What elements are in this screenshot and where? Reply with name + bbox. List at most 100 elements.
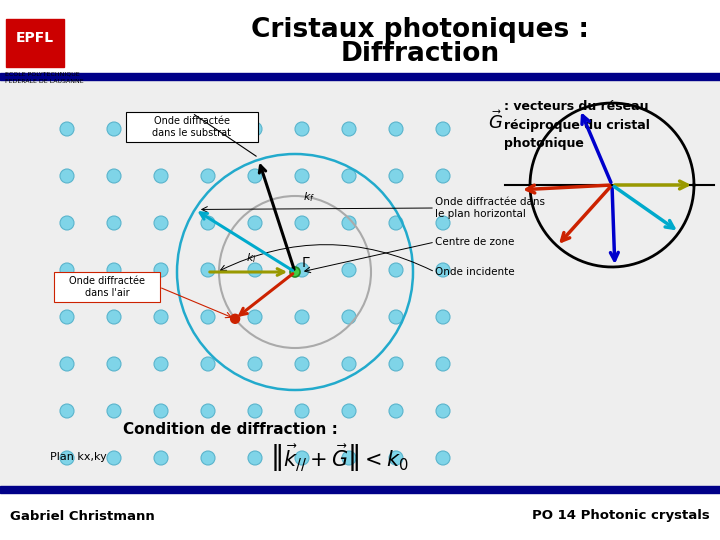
Circle shape (60, 169, 74, 183)
Circle shape (60, 357, 74, 371)
Circle shape (107, 216, 121, 230)
Circle shape (389, 263, 403, 277)
Circle shape (60, 404, 74, 418)
Circle shape (342, 263, 356, 277)
Circle shape (342, 169, 356, 183)
Text: Γ: Γ (302, 256, 310, 270)
Circle shape (248, 357, 262, 371)
Circle shape (154, 404, 168, 418)
Circle shape (60, 216, 74, 230)
Circle shape (389, 122, 403, 136)
Text: $k_i$: $k_i$ (246, 251, 256, 265)
Text: Cristaux photoniques :: Cristaux photoniques : (251, 17, 589, 43)
Circle shape (154, 122, 168, 136)
Circle shape (342, 357, 356, 371)
Circle shape (295, 451, 309, 465)
Circle shape (389, 404, 403, 418)
Circle shape (342, 310, 356, 324)
Circle shape (154, 310, 168, 324)
Circle shape (230, 314, 240, 323)
Circle shape (389, 169, 403, 183)
Circle shape (107, 122, 121, 136)
Circle shape (295, 263, 309, 277)
Circle shape (201, 169, 215, 183)
Circle shape (295, 216, 309, 230)
Circle shape (436, 357, 450, 371)
Bar (0, 486, 720, 493)
Text: Centre de zone: Centre de zone (435, 237, 514, 247)
Circle shape (342, 122, 356, 136)
Circle shape (342, 451, 356, 465)
Circle shape (201, 310, 215, 324)
Circle shape (295, 122, 309, 136)
Circle shape (201, 404, 215, 418)
Circle shape (107, 404, 121, 418)
Circle shape (290, 267, 300, 277)
Circle shape (295, 357, 309, 371)
Circle shape (107, 451, 121, 465)
Circle shape (107, 357, 121, 371)
FancyBboxPatch shape (126, 112, 258, 142)
Circle shape (436, 451, 450, 465)
Circle shape (248, 216, 262, 230)
Circle shape (201, 263, 215, 277)
Text: Plan kx,ky: Plan kx,ky (50, 452, 107, 462)
Text: Gabriel Christmann: Gabriel Christmann (10, 510, 155, 523)
Bar (6, 19, 64, 67)
Text: PO 14 Photonic crystals: PO 14 Photonic crystals (532, 510, 710, 523)
Circle shape (389, 451, 403, 465)
Circle shape (201, 357, 215, 371)
Text: $\left\|\vec{k}_{//} + \vec{G}\right\| < k_0$: $\left\|\vec{k}_{//} + \vec{G}\right\| <… (271, 442, 410, 474)
Circle shape (248, 451, 262, 465)
Circle shape (248, 169, 262, 183)
Circle shape (154, 169, 168, 183)
FancyBboxPatch shape (54, 272, 160, 302)
Text: ECOLE POLYTECHNIQUE
FEDERALE DE LAUSANNE: ECOLE POLYTECHNIQUE FEDERALE DE LAUSANNE (5, 72, 84, 84)
Circle shape (342, 404, 356, 418)
Circle shape (201, 451, 215, 465)
Text: $\vec{G}$: $\vec{G}$ (488, 111, 503, 133)
Circle shape (60, 310, 74, 324)
Circle shape (295, 310, 309, 324)
Circle shape (60, 122, 74, 136)
Circle shape (436, 404, 450, 418)
Circle shape (389, 310, 403, 324)
Circle shape (60, 451, 74, 465)
Circle shape (295, 169, 309, 183)
Circle shape (436, 122, 450, 136)
Circle shape (248, 263, 262, 277)
Circle shape (436, 216, 450, 230)
Circle shape (248, 310, 262, 324)
Bar (0, 490, 720, 540)
Text: EPFL: EPFL (16, 31, 54, 45)
Text: Onde diffractée
dans le substrat: Onde diffractée dans le substrat (153, 116, 232, 138)
Bar (0, 0, 720, 75)
Circle shape (436, 169, 450, 183)
Circle shape (389, 216, 403, 230)
Circle shape (201, 122, 215, 136)
Circle shape (154, 216, 168, 230)
Bar (0, 73, 720, 80)
Circle shape (436, 310, 450, 324)
Text: Condition de diffraction :: Condition de diffraction : (122, 422, 338, 437)
Circle shape (107, 169, 121, 183)
Circle shape (107, 310, 121, 324)
Text: Onde diffractée
dans l'air: Onde diffractée dans l'air (69, 276, 145, 298)
Bar (0, 75, 720, 490)
Circle shape (389, 357, 403, 371)
Circle shape (154, 263, 168, 277)
Text: $k_f$: $k_f$ (303, 190, 315, 204)
Circle shape (60, 263, 74, 277)
Circle shape (154, 357, 168, 371)
Text: Onde incidente: Onde incidente (435, 267, 515, 277)
Circle shape (201, 216, 215, 230)
Text: Diffraction: Diffraction (341, 41, 500, 67)
Circle shape (436, 263, 450, 277)
Circle shape (295, 404, 309, 418)
Circle shape (154, 451, 168, 465)
Circle shape (248, 404, 262, 418)
Circle shape (107, 263, 121, 277)
Circle shape (248, 122, 262, 136)
Text: : vecteurs du réseau
réciproque du cristal
photonique: : vecteurs du réseau réciproque du crist… (504, 99, 650, 151)
Text: Onde diffractée dans
le plan horizontal: Onde diffractée dans le plan horizontal (435, 197, 545, 219)
